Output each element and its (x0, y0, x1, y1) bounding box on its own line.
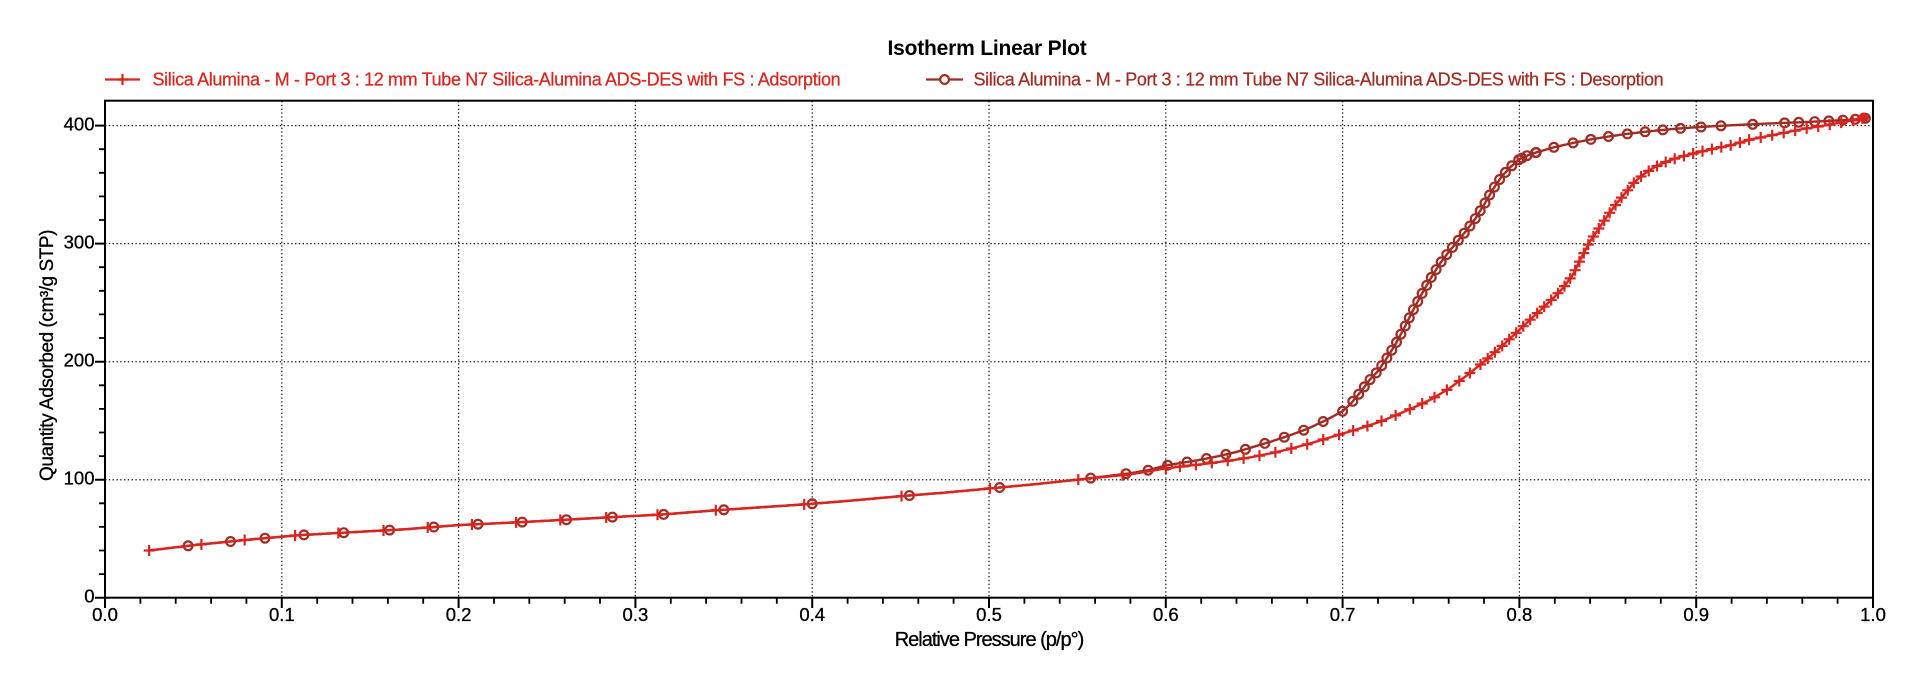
svg-text:400: 400 (64, 113, 95, 134)
svg-text:0.2: 0.2 (446, 604, 472, 625)
svg-text:0.5: 0.5 (976, 604, 1002, 625)
svg-text:100: 100 (64, 468, 95, 489)
svg-text:300: 300 (64, 231, 95, 252)
svg-text:0.4: 0.4 (799, 604, 825, 625)
svg-text:0.9: 0.9 (1683, 604, 1709, 625)
svg-text:0.8: 0.8 (1507, 604, 1533, 625)
svg-text:Relative Pressure (p/p°): Relative Pressure (p/p°) (895, 629, 1084, 651)
svg-text:200: 200 (64, 350, 95, 371)
svg-text:0.7: 0.7 (1330, 604, 1356, 625)
svg-text:0.3: 0.3 (623, 604, 649, 625)
svg-text:1.0: 1.0 (1860, 604, 1886, 625)
svg-text:0: 0 (84, 586, 94, 607)
svg-text:0.1: 0.1 (269, 604, 295, 625)
svg-text:Silica Alumina - M - Port 3 :: Silica Alumina - M - Port 3 : 12 mm Tube… (974, 70, 1664, 90)
svg-text:Isotherm Linear Plot: Isotherm Linear Plot (887, 37, 1086, 60)
svg-text:Silica Alumina - M - Port 3 :: Silica Alumina - M - Port 3 : 12 mm Tube… (153, 70, 841, 90)
svg-text:Quantity Adsorbed (cm³/g STP): Quantity Adsorbed (cm³/g STP) (37, 230, 58, 481)
svg-text:0.0: 0.0 (92, 604, 118, 625)
svg-text:0.6: 0.6 (1153, 604, 1179, 625)
